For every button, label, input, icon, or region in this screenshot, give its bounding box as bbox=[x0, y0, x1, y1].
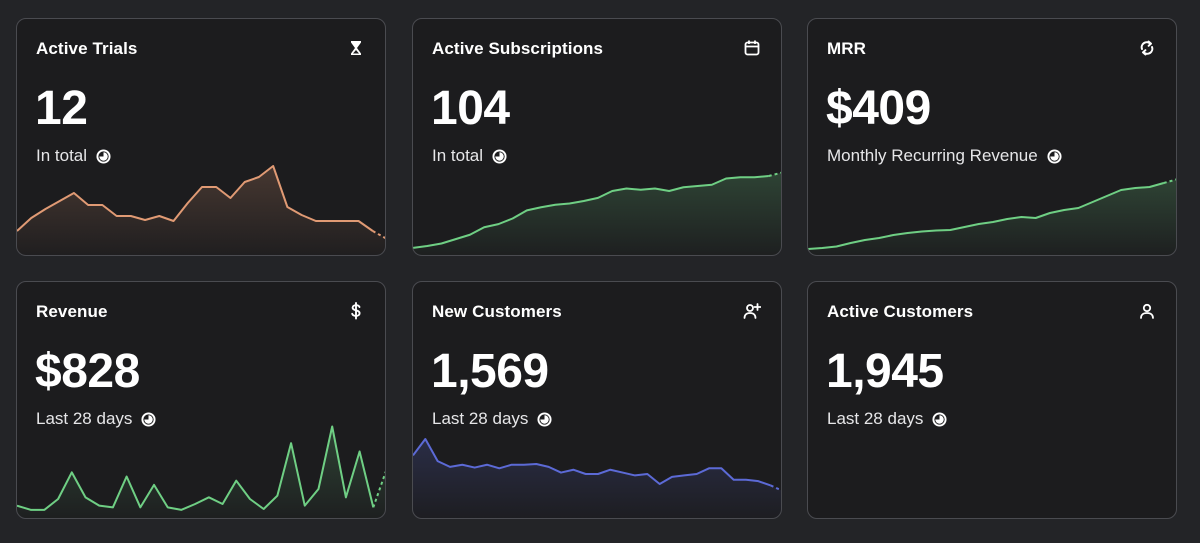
info-icon[interactable] bbox=[932, 411, 947, 427]
card-revenue[interactable]: Revenue $828 Last 28 days bbox=[16, 281, 386, 519]
dollar-icon bbox=[351, 302, 361, 320]
sparkline-area bbox=[413, 172, 781, 255]
sparkline-line bbox=[17, 425, 375, 511]
sparkline-projection bbox=[770, 484, 781, 492]
card-mrr[interactable]: MRR $409 Monthly Recurring Revenue bbox=[807, 18, 1177, 256]
card-subtitle-text: Monthly Recurring Revenue bbox=[827, 146, 1038, 165]
sparkline-chart bbox=[17, 165, 385, 255]
card-title: New Customers bbox=[432, 302, 562, 321]
sparkline-area bbox=[17, 426, 385, 518]
card-value: $828 bbox=[35, 345, 140, 398]
card-subtitle-text: In total bbox=[36, 146, 88, 165]
card-title: Active Customers bbox=[827, 302, 974, 321]
info-icon[interactable] bbox=[492, 148, 507, 164]
card-value: $409 bbox=[826, 82, 931, 135]
card-title: Active Subscriptions bbox=[432, 39, 604, 58]
sparkline-line bbox=[17, 165, 374, 232]
card-subtitle: In total bbox=[36, 146, 111, 166]
card-subtitle-text: Last 28 days bbox=[827, 409, 924, 428]
card-title: Active Trials bbox=[36, 39, 138, 58]
card-active-trials[interactable]: Active Trials 12 In total bbox=[16, 18, 386, 256]
sparkline-projection bbox=[1163, 178, 1176, 184]
card-subtitle-text: Last 28 days bbox=[432, 409, 529, 428]
sparkline-projection bbox=[768, 171, 781, 177]
card-title: Revenue bbox=[36, 302, 108, 321]
add-user-icon bbox=[743, 303, 761, 319]
sparkline-chart bbox=[413, 171, 781, 255]
card-subtitle: Last 28 days bbox=[432, 409, 552, 429]
user-icon bbox=[1140, 303, 1154, 319]
card-value: 104 bbox=[431, 82, 510, 135]
sparkline-projection bbox=[372, 470, 385, 508]
sparkline-line bbox=[413, 175, 769, 249]
info-icon[interactable] bbox=[1047, 148, 1062, 164]
sparkline-chart bbox=[808, 178, 1176, 255]
sparkline-area bbox=[808, 179, 1176, 255]
sparkline-line bbox=[808, 182, 1165, 250]
sparkline-projection bbox=[372, 230, 385, 240]
card-subtitle: Monthly Recurring Revenue bbox=[827, 146, 1062, 166]
sparkline-line bbox=[413, 438, 771, 487]
sparkline-chart bbox=[413, 438, 781, 518]
card-title: MRR bbox=[827, 39, 867, 58]
card-subtitle: Last 28 days bbox=[827, 409, 947, 429]
info-icon[interactable] bbox=[537, 411, 552, 427]
card-active-subscriptions[interactable]: Active Subscriptions 104 In total bbox=[412, 18, 782, 256]
card-subtitle: Last 28 days bbox=[36, 409, 156, 429]
card-subtitle: In total bbox=[432, 146, 507, 166]
info-icon[interactable] bbox=[141, 411, 156, 427]
card-subtitle-text: Last 28 days bbox=[36, 409, 133, 428]
sparkline-chart bbox=[17, 425, 385, 518]
card-value: 1,569 bbox=[431, 345, 549, 398]
calendar-icon bbox=[744, 40, 760, 56]
sparkline-area bbox=[413, 439, 781, 518]
recurring-icon bbox=[1140, 40, 1154, 56]
card-value: 1,945 bbox=[826, 345, 944, 398]
card-active-customers[interactable]: Active Customers 1,945 Last 28 days bbox=[807, 281, 1177, 519]
info-icon[interactable] bbox=[96, 148, 111, 164]
card-subtitle-text: In total bbox=[432, 146, 484, 165]
sparkline-area bbox=[17, 166, 385, 255]
hourglass-icon bbox=[351, 41, 361, 55]
card-value: 12 bbox=[35, 82, 88, 135]
card-new-customers[interactable]: New Customers 1,569 Last 28 days bbox=[412, 281, 782, 519]
